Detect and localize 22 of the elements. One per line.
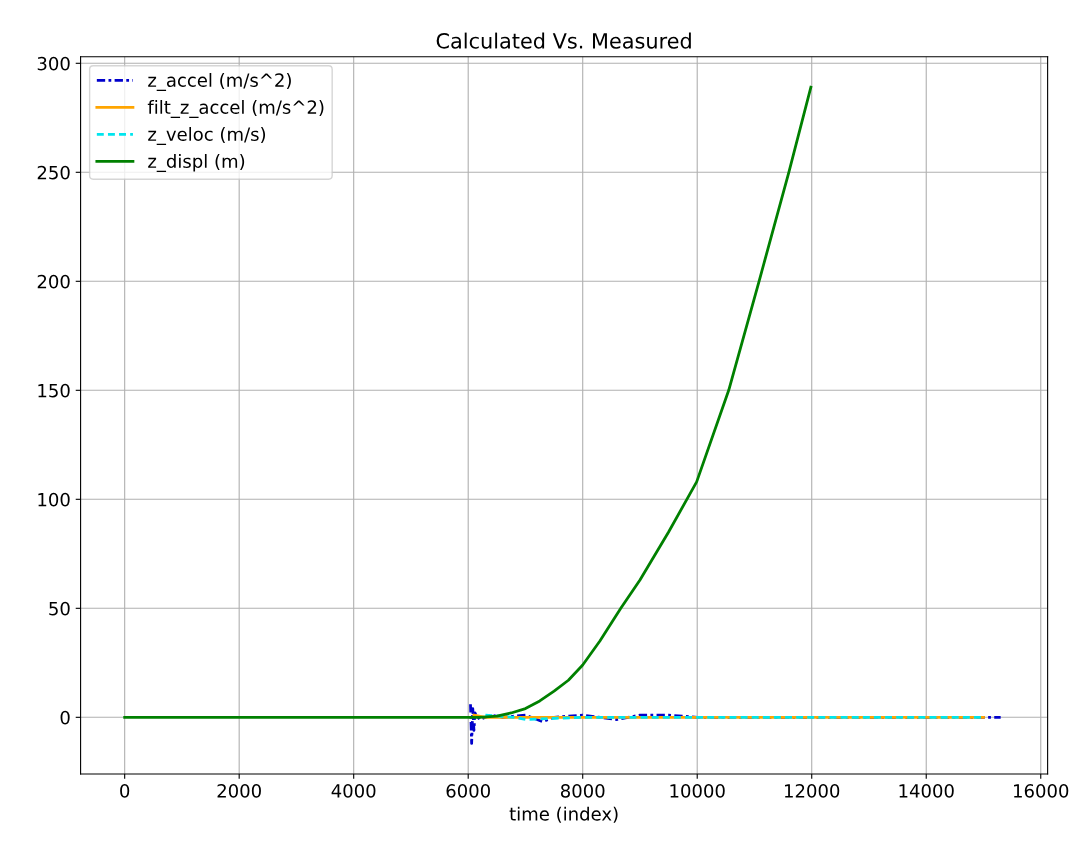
y-tick-label: 150	[38, 383, 70, 398]
x-tick-label: 4000	[331, 784, 376, 798]
x-tick-label: 8000	[560, 784, 605, 798]
y-tick-label: 250	[37, 165, 70, 180]
legend-label: z_accel (m/s^2)	[148, 73, 291, 91]
x-tick-label: 16000	[1014, 784, 1069, 798]
legend-label: filt_z_accel (m/s^2)	[147, 100, 324, 118]
x-tick-label: 12000	[784, 784, 840, 798]
y-tick-label: 300	[37, 56, 70, 71]
y-tick-label: 50	[49, 601, 70, 616]
x-tick-label: 10000	[670, 784, 725, 798]
x-tick-label: 2000	[217, 784, 261, 798]
y-tick-label: 100	[38, 492, 70, 507]
x-tick-label: 6000	[446, 784, 490, 798]
legend-label: z_displ (m)	[148, 154, 245, 172]
x-axis-title: time (index)	[509, 806, 618, 823]
y-tick-label: 200	[37, 274, 70, 289]
chart-title: Calculated Vs. Measured	[436, 32, 691, 49]
x-tick-label: 14000	[899, 784, 954, 798]
legend-label: z_veloc (m/s)	[148, 127, 266, 145]
x-tick-label: 0	[120, 784, 130, 798]
y-tick-label: 0	[60, 710, 70, 725]
